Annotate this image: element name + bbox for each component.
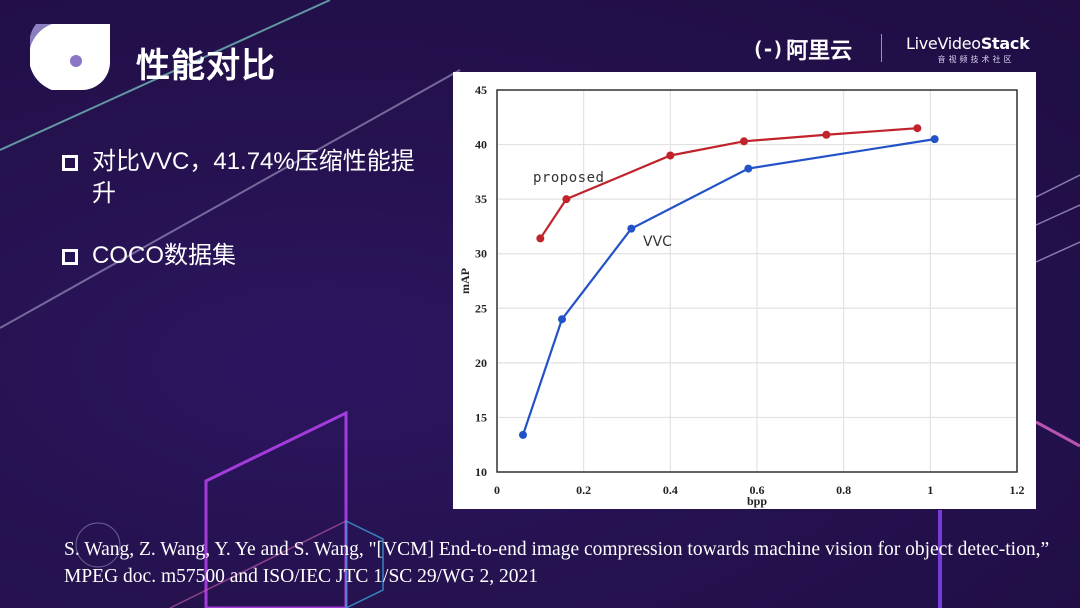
data-point-vvc (930, 135, 939, 144)
y-tick-label: 40 (475, 138, 487, 152)
lvs-prefix: LiveVideo (906, 34, 981, 53)
bullet-list: 对比VVC，41.74%压缩性能提升 COCO数据集 (62, 146, 422, 302)
square-bullet-icon (62, 155, 78, 171)
chart-panel: 0 0.2 0.4 0.6 0.8 1 1.2 10 15 20 25 30 35 40 45 bpp mAP p… (453, 72, 1036, 509)
aliyun-mark-icon: (-) (752, 37, 784, 61)
line-chart: 0 0.2 0.4 0.6 0.8 1 1.2 10 15 20 25 30 35 40 45 bpp mAP p… (458, 83, 1025, 508)
x-tick-label: 0.6 (750, 483, 765, 497)
x-tick-label: 0 (494, 483, 500, 497)
y-tick-label: 45 (475, 83, 487, 97)
data-point-vvc (744, 164, 753, 173)
y-tick-label: 15 (475, 410, 487, 424)
y-tick-label: 10 (475, 465, 487, 479)
y-tick-label: 30 (475, 247, 487, 261)
brand-divider (881, 34, 882, 62)
bullet-text: 对比VVC，41.74%压缩性能提升 (92, 148, 415, 207)
data-point-proposed (536, 234, 545, 243)
lvs-bold: Stack (980, 34, 1030, 53)
y-tick-label: 20 (475, 356, 487, 370)
brand-livevideostack-logo: LiveVideoStack 音视频技术社区 (906, 34, 1046, 65)
series-label-proposed: proposed (533, 170, 604, 186)
data-point-proposed (562, 195, 571, 204)
x-tick-label: 1 (927, 483, 933, 497)
x-tick-label: 0.2 (576, 483, 591, 497)
plot-frame (496, 89, 1018, 473)
x-tick-label: 1.2 (1010, 483, 1025, 497)
series-label-vvc: VVC (643, 234, 672, 250)
data-point-vvc (558, 315, 566, 324)
logo-mark-icon (30, 24, 110, 90)
y-tick-label: 35 (475, 192, 487, 206)
bullet-text: COCO数据集 (92, 242, 236, 269)
x-tick-label: 0.4 (663, 483, 678, 497)
bullet-item: 对比VVC，41.74%压缩性能提升 (62, 146, 422, 210)
lvs-subtitle: 音视频技术社区 (937, 55, 1015, 64)
aliyun-text: 阿里云 (786, 39, 853, 64)
brand-aliyun-logo: (-) 阿里云 (752, 33, 852, 65)
y-tick-label: 25 (475, 301, 487, 315)
page-title: 性能对比 (136, 46, 276, 86)
data-point-proposed (666, 151, 675, 160)
data-point-vvc (519, 430, 527, 439)
citation: S. Wang, Z. Wang, Y. Ye and S. Wang, "[V… (64, 539, 1050, 587)
data-point-proposed (913, 124, 922, 133)
data-point-vvc (627, 224, 636, 233)
data-point-proposed (740, 137, 748, 146)
x-tick-label: 0.8 (836, 483, 851, 497)
lvs-name: LiveVideoStack (906, 34, 1046, 53)
series-line-proposed (539, 127, 918, 240)
square-bullet-icon (62, 249, 78, 265)
data-point-proposed (822, 130, 831, 139)
y-axis-label: mAP (458, 268, 472, 294)
x-axis-label: bpp (747, 494, 767, 508)
bullet-item: COCO数据集 (62, 240, 422, 272)
